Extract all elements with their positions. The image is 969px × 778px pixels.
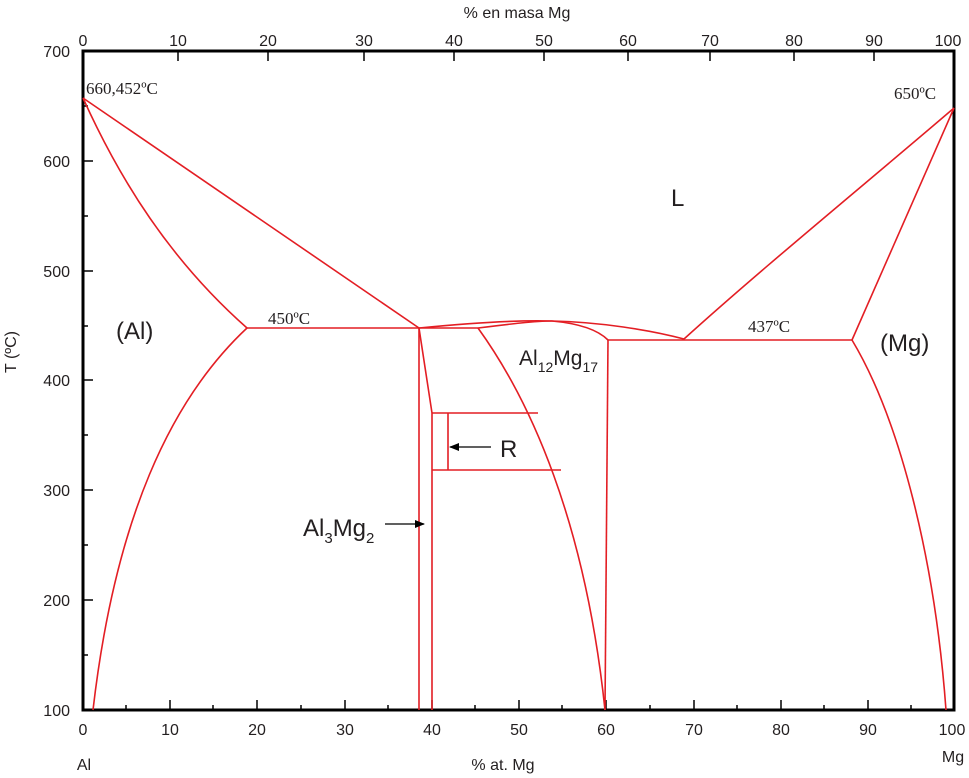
corner-label-mg: Mg [942,749,964,766]
al-solidus-curve [82,97,248,329]
plot-frame [81,49,956,712]
y-tick-label: 100 [43,703,70,720]
phase-boundaries [82,97,955,711]
top-axis-title: % en masa Mg [464,5,571,22]
eutectic-450-label: 450ºC [268,309,310,328]
al-liquidus-line [82,97,420,329]
al12mg17-right-boundary [604,339,609,711]
y-tick-label: 300 [43,483,70,500]
top-tick-label: 40 [445,33,463,50]
x-tick-label: 50 [510,722,528,739]
mg-melting-point-label: 650ºC [894,84,936,103]
top-tick-label: 0 [79,33,88,50]
top-tick-label: 100 [935,33,962,50]
top-tick-marks [82,51,955,61]
x-tick-label: 20 [248,722,266,739]
x-tick-label: 60 [597,722,615,739]
mg-liquidus-curve [683,107,955,340]
mg-solvus-curve [851,339,947,711]
y-tick-labels: 100 200 300 400 500 600 700 [43,44,70,720]
al12mg17-liquidus [551,320,685,340]
left-tick-marks [83,50,93,711]
al12mg17-phase-label: Al12Mg17 [519,347,598,375]
al12mg17-left-solvus [477,327,606,711]
bottom-axis-title: % at. Mg [471,757,534,774]
x-tick-label: 30 [336,722,354,739]
top-tick-label: 30 [355,33,373,50]
top-tick-label: 70 [701,33,719,50]
x-tick-label: 100 [939,722,966,739]
x-tick-labels: 0 10 20 30 40 50 60 70 80 90 100 [79,722,966,739]
al12mg17-solidus-left [477,320,553,329]
y-tick-label: 600 [43,154,70,171]
y-tick-label: 400 [43,373,70,390]
liquid-phase-label: L [671,185,684,212]
top-tick-labels: 0 10 20 30 40 50 60 70 80 90 100 [79,33,962,50]
al-solvus-curve [92,327,248,711]
x-tick-label: 90 [859,722,877,739]
al12mg17-solidus-right [551,320,609,341]
top-tick-label: 50 [535,33,553,50]
al-melting-point-label: 660,452ºC [86,79,158,98]
mg-phase-label: (Mg) [880,330,929,357]
corner-label-al: Al [77,757,91,774]
y-tick-label: 200 [43,593,70,610]
top-tick-label: 80 [785,33,803,50]
al3mg2-right-boundary [418,327,433,710]
top-tick-label: 90 [865,33,883,50]
al-phase-label: (Al) [116,318,153,345]
al3mg2-phase-label: Al3Mg2 [303,515,374,547]
x-tick-label: 70 [685,722,703,739]
y-tick-label: 700 [43,44,70,61]
r-phase-label: R [500,436,517,463]
top-tick-label: 60 [619,33,637,50]
x-tick-label: 80 [772,722,790,739]
y-tick-label: 500 [43,264,70,281]
x-tick-label: 0 [79,722,88,739]
x-tick-label: 40 [423,722,441,739]
left-axis-title: T (ºC) [3,331,20,373]
mg-solidus-line [851,107,955,341]
top-tick-label: 10 [169,33,187,50]
eutectic-437-label: 437ºC [748,317,790,336]
bottom-tick-marks [82,700,955,710]
top-tick-label: 20 [259,33,277,50]
x-tick-label: 10 [161,722,179,739]
